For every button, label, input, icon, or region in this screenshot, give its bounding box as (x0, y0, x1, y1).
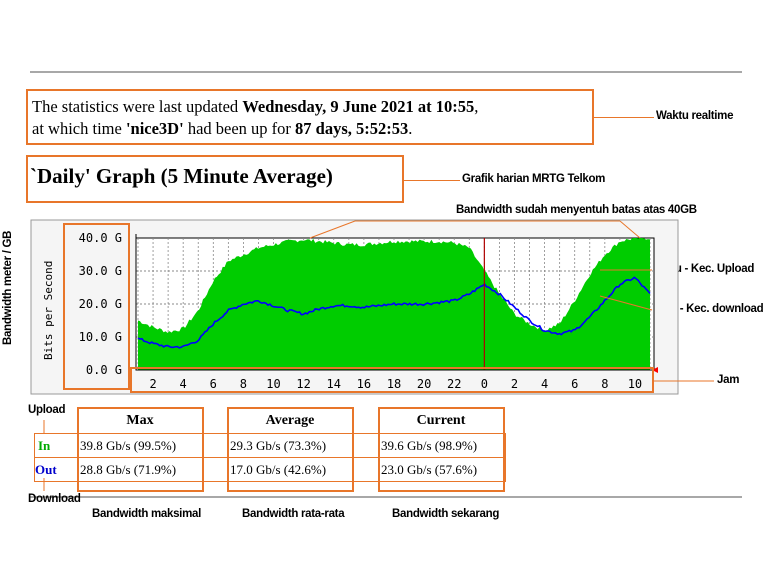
x-tick-label: 12 (296, 377, 310, 391)
out-row-box (34, 457, 506, 482)
out-average: 17.0 Gb/s (42.6%) (230, 462, 327, 477)
blue-note: Biru - Kec. download (655, 303, 764, 315)
graph-leader (404, 180, 460, 181)
blue-leader (599, 295, 653, 311)
series-layer (137, 238, 651, 370)
x-tick-label: 4 (541, 377, 548, 391)
statistics-box (26, 89, 594, 145)
host-name: 'nice3D' (125, 119, 184, 138)
y-axis-label: Bits per Second (42, 261, 55, 360)
row-label-in: In (38, 438, 51, 453)
y-tick-label: 40.0 G (79, 231, 122, 245)
limit-note: Bandwidth sudah menyentuh batas atas 40G… (456, 204, 697, 216)
x-tick-label: 6 (210, 377, 217, 391)
limit-leader-right (619, 220, 641, 239)
last-updated-date: Wednesday, 9 June 2021 at 10:55 (242, 97, 475, 116)
top-divider (30, 71, 742, 73)
limit-leader-left (309, 220, 356, 239)
y-tick-label: 0.0 G (86, 363, 122, 377)
hour-note: Jam (717, 374, 740, 386)
row-label-out: Out (35, 462, 57, 477)
x-tick-label: 10 (628, 377, 642, 391)
x-tick-label: 8 (240, 377, 247, 391)
in-average: 29.3 Gb/s (73.3%) (230, 438, 327, 453)
in-current: 39.6 Gb/s (98.9%) (381, 438, 478, 453)
max-note: Bandwidth maksimal (92, 508, 201, 520)
x-tick-label: 2 (511, 377, 518, 391)
now-arrow (652, 367, 658, 373)
download-note: Download (28, 493, 81, 505)
graph-title: `Daily' Graph (5 Minute Average) (30, 164, 333, 188)
x-tick-label: 16 (357, 377, 371, 391)
x-tick-label: 6 (571, 377, 578, 391)
out-series-line (137, 276, 651, 349)
x-tick-label: 2 (149, 377, 156, 391)
x-tick-label: 10 (266, 377, 280, 391)
graph-note: Grafik harian MRTG Telkom (462, 173, 606, 185)
current-note: Bandwidth sekarang (392, 508, 500, 520)
stat-line2-prefix: at which time (32, 119, 126, 138)
max-box (77, 407, 204, 492)
x-tick-label: 0 (481, 377, 488, 391)
green-note: Hijau - Kec. Upload (655, 263, 755, 275)
average-box (227, 407, 354, 492)
axes: 40.0 G 30.0 G 20.0 G 10.0 G 0.0 G 2 4 6 8 10 12 14 1… (79, 231, 658, 391)
stat-line2-suffix: . (408, 119, 413, 138)
x-tick-label: 4 (180, 377, 187, 391)
current-box (378, 407, 505, 492)
statistics-text: The statistics were last updated Wednesd… (32, 96, 478, 140)
out-current: 23.0 Gb/s (57.6%) (381, 462, 478, 477)
header-current: Current (416, 413, 466, 428)
avg-note: Bandwidth rata-rata (242, 508, 345, 520)
realtime-leader (594, 117, 654, 118)
stat-line1-suffix: , (474, 97, 479, 116)
graph-title-box (26, 155, 404, 203)
out-max: 28.8 Gb/s (71.9%) (80, 462, 177, 477)
y-tick-label: 10.0 G (79, 330, 122, 344)
y-tick-label: 30.0 G (79, 264, 122, 278)
in-max: 39.8 Gb/s (99.5%) (80, 438, 177, 453)
x-tick-label: 22 (447, 377, 461, 391)
x-tick-label: 8 (601, 377, 608, 391)
x-tick-label: 14 (327, 377, 341, 391)
stat-line2-mid: had been up for (183, 119, 296, 138)
uptime: 87 days, 5:52:53 (295, 119, 409, 138)
x-tick-label: 18 (387, 377, 401, 391)
y-tick-label: 20.0 G (79, 297, 122, 311)
header-average: Average (265, 413, 315, 428)
upload-note: Upload (28, 404, 66, 416)
x-tick-label: 20 (417, 377, 431, 391)
realtime-note: Waktu realtime (656, 110, 734, 122)
x-ticks-box (130, 367, 654, 393)
bottom-divider (30, 496, 742, 498)
y-ticks-box (63, 223, 130, 390)
header-max: Max (126, 413, 154, 428)
stat-line1-prefix: The statistics were last updated (32, 97, 243, 116)
